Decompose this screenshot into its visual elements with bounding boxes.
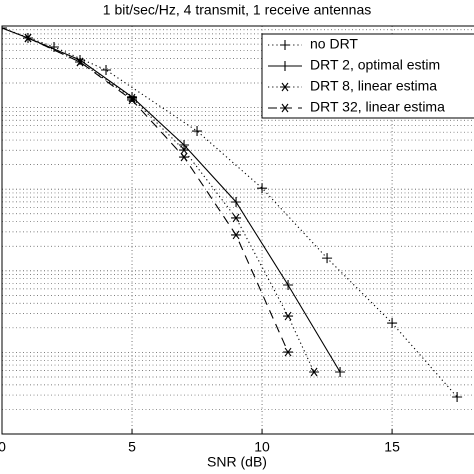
x-tick-label: 10: [254, 439, 270, 455]
marker: [280, 82, 290, 92]
x-axis-label: SNR (dB): [207, 454, 267, 470]
marker: [231, 213, 242, 223]
axes-frame: [1, 25, 474, 435]
legend-label: DRT 32, linear estima: [310, 99, 445, 115]
marker: [322, 253, 333, 264]
marker: [179, 152, 190, 162]
marker: [283, 347, 294, 357]
x-tick-label: 5: [128, 439, 136, 455]
marker: [283, 279, 294, 290]
marker: [179, 140, 190, 151]
marker: [280, 61, 290, 71]
legend-label: DRT 8, linear estima: [310, 78, 437, 94]
legend-label: no DRT: [310, 36, 358, 52]
marker: [452, 392, 463, 403]
marker: [127, 95, 138, 105]
marker: [257, 183, 268, 194]
marker: [2, 26, 7, 34]
legend-label: DRT 2, optimal estim: [310, 57, 440, 73]
marker: [192, 126, 203, 137]
legend: no DRT DRT 2, optimal estim DRT 8, linear …: [261, 33, 474, 119]
marker: [101, 64, 112, 75]
marker: [23, 33, 34, 43]
x-tick-label: 0: [0, 439, 6, 455]
legend-box: [261, 33, 474, 119]
marker: [283, 311, 294, 321]
marker: [335, 367, 346, 378]
marker: [179, 145, 190, 155]
marker: [75, 57, 86, 67]
marker: [387, 318, 398, 329]
marker: [280, 103, 290, 113]
plot-area: [2, 26, 463, 403]
chart-title: 1 bit/sec/Hz, 4 transmit, 1 receive ante…: [103, 2, 371, 18]
marker: [280, 40, 290, 50]
marker: [231, 230, 242, 240]
series-line: [2, 27, 458, 398]
marker: [309, 367, 320, 377]
marker: [127, 93, 138, 103]
marker: [231, 196, 242, 207]
series-line: [27, 37, 289, 353]
x-tick-label: 15: [384, 439, 400, 455]
